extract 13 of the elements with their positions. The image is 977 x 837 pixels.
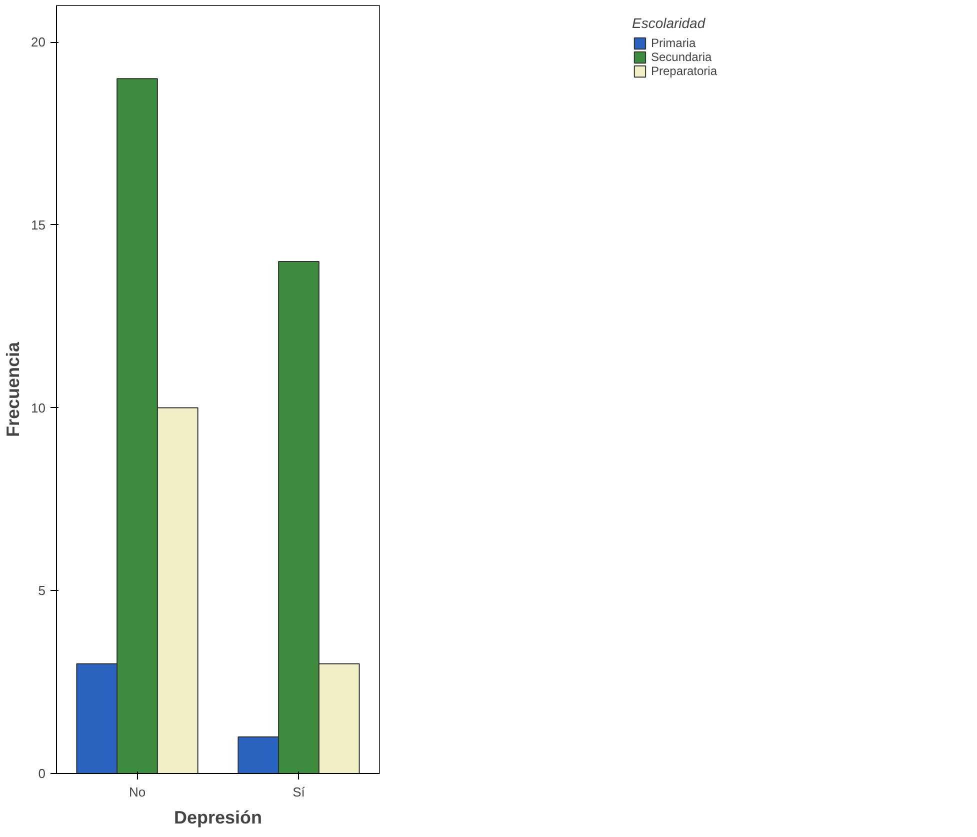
y-tick-label: 20 [31,34,46,50]
y-tick-label: 5 [38,583,46,598]
x-tick-label: Sí [292,784,306,800]
legend-label: Preparatoria [650,64,718,78]
y-tick-label: 10 [31,400,46,416]
y-tick-label: 15 [31,217,46,232]
legend-title: Escolaridad [632,15,706,31]
x-tick-label: No [128,784,146,800]
y-tick-label: 0 [38,766,46,781]
legend-label: Primaria [650,36,696,50]
x-axis-title: Depresión [174,808,262,828]
legend-label: Secundaria [650,50,712,64]
y-axis-title: Frecuencia [3,340,24,438]
